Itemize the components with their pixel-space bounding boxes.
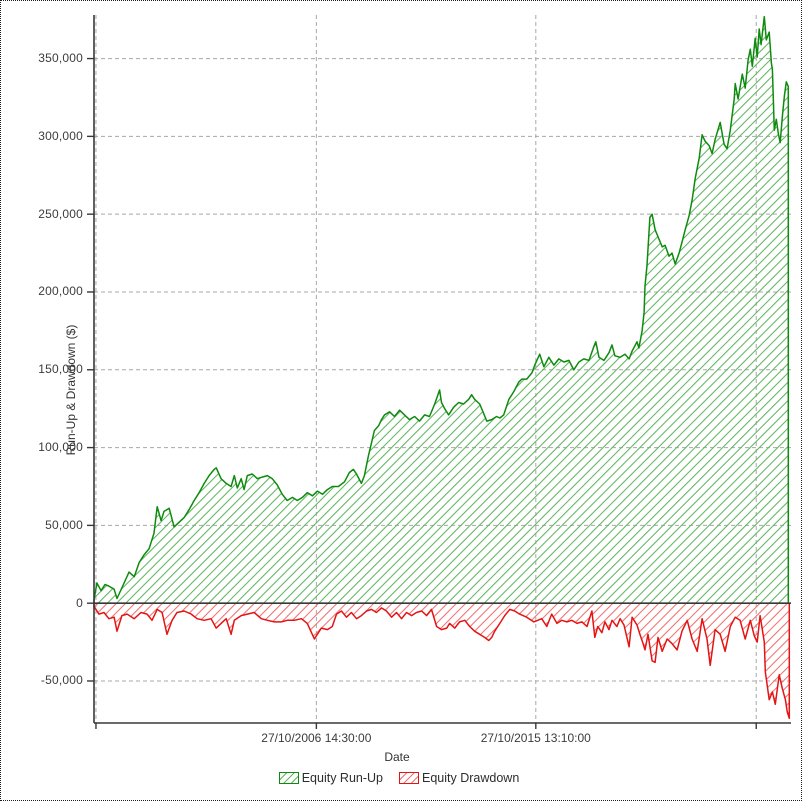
plot-area bbox=[87, 15, 791, 729]
equity-runup-drawdown-chart: Run-Up & Drawdown ($) Date Equity Run-Up… bbox=[0, 0, 802, 801]
